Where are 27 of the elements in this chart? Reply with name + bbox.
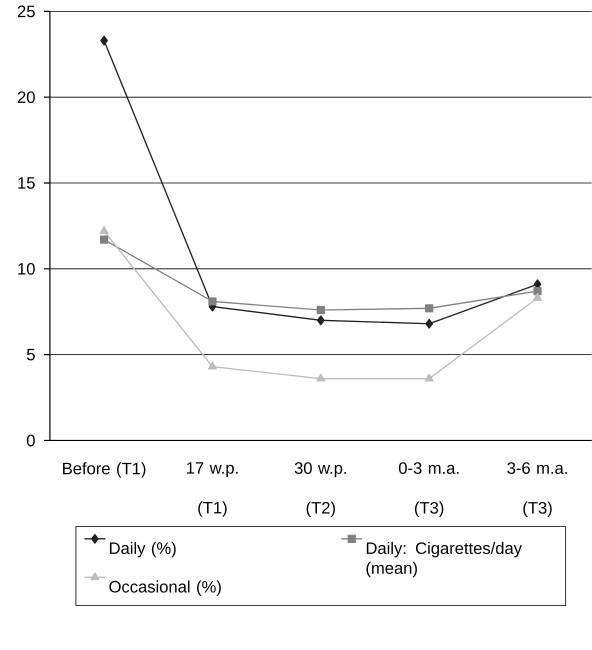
category-label: 0-3 m.a. (T3): [398, 462, 458, 517]
y-tick-label: 20: [18, 91, 35, 104]
point: [316, 374, 326, 382]
legend-label: Occasional (%): [109, 580, 221, 596]
point: [99, 226, 108, 234]
category-label: 30 w.p. (T2): [294, 462, 346, 517]
point: [100, 236, 108, 244]
y-tick-label: 10: [18, 262, 35, 275]
point: [316, 315, 325, 326]
point: [208, 362, 217, 370]
legend-label: Daily (%): [110, 542, 176, 558]
point: [208, 297, 216, 306]
point: [316, 306, 325, 314]
point: [533, 287, 542, 296]
point: [425, 318, 433, 329]
y-tick-label: 0: [26, 434, 35, 446]
category-label: 17 w.p. (T1): [186, 462, 238, 517]
point: [424, 304, 434, 312]
x-tick-label: Before (T1): [62, 462, 146, 478]
y-tick-label: 25: [18, 6, 35, 18]
point: [100, 36, 108, 46]
category-label: 3-6 m.a. (T3): [507, 462, 567, 517]
point: [424, 374, 434, 382]
y-tick-label: 15: [18, 177, 35, 189]
point: [532, 292, 542, 301]
legend-label: Daily: Cigarettes/day (mean): [366, 542, 522, 578]
y-tick-label: 5: [26, 348, 35, 360]
